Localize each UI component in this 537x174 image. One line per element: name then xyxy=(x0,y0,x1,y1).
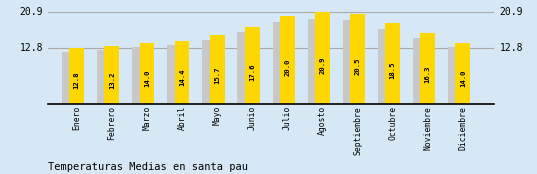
Text: 16.3: 16.3 xyxy=(425,65,431,83)
Bar xyxy=(315,12,330,104)
Text: 20.9: 20.9 xyxy=(499,7,523,17)
Text: 12.8: 12.8 xyxy=(499,43,523,53)
Bar xyxy=(175,41,190,104)
Bar xyxy=(245,27,259,104)
Text: Temperaturas Medias en santa pau: Temperaturas Medias en santa pau xyxy=(48,162,248,172)
Bar xyxy=(202,40,217,104)
Text: 14.4: 14.4 xyxy=(179,69,185,86)
Bar xyxy=(385,23,400,104)
Bar xyxy=(420,33,435,104)
Bar xyxy=(62,52,77,104)
Bar xyxy=(140,43,154,104)
Text: 18.5: 18.5 xyxy=(390,61,396,79)
Bar xyxy=(350,14,365,104)
Bar xyxy=(413,38,427,104)
Bar xyxy=(237,32,252,104)
Bar xyxy=(132,47,147,104)
Text: 20.5: 20.5 xyxy=(354,58,360,75)
Text: 13.2: 13.2 xyxy=(109,71,115,89)
Text: 20.9: 20.9 xyxy=(19,7,43,17)
Bar xyxy=(455,43,470,104)
Bar xyxy=(105,46,119,104)
Text: 12.8: 12.8 xyxy=(74,72,80,89)
Bar xyxy=(448,47,463,104)
Bar xyxy=(69,48,84,104)
Bar xyxy=(97,50,112,104)
Bar xyxy=(280,16,295,104)
Text: 17.6: 17.6 xyxy=(249,63,255,81)
Bar xyxy=(210,35,224,104)
Text: 14.0: 14.0 xyxy=(460,70,466,87)
Bar xyxy=(343,20,358,104)
Text: 20.9: 20.9 xyxy=(320,57,325,74)
Text: 12.8: 12.8 xyxy=(19,43,43,53)
Bar xyxy=(168,45,182,104)
Text: 15.7: 15.7 xyxy=(214,67,220,84)
Bar xyxy=(273,22,287,104)
Text: 14.0: 14.0 xyxy=(144,70,150,87)
Bar xyxy=(378,29,393,104)
Text: 20.0: 20.0 xyxy=(284,59,291,76)
Bar xyxy=(308,19,322,104)
